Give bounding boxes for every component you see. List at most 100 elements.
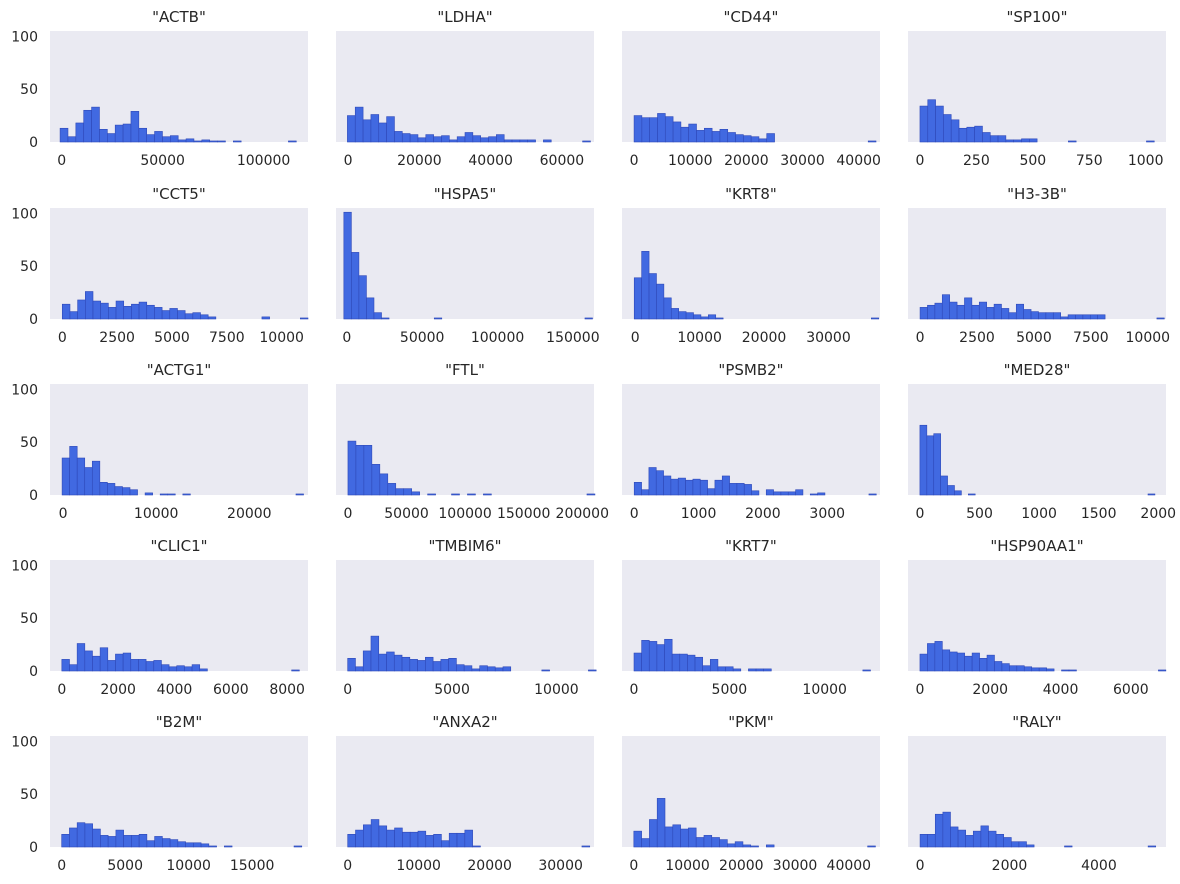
histogram-bar — [1023, 666, 1033, 672]
histogram-bar — [184, 313, 194, 320]
x-tick-label: 8000 — [269, 682, 305, 698]
histogram-bar — [584, 317, 593, 320]
x-tick-label: 2000 — [745, 506, 781, 522]
histogram-bar — [351, 252, 360, 320]
histogram-panel: "CCT5" 0 2500 5000 7500 10000 0 50 100 — [11, 185, 309, 346]
histogram-bar — [409, 659, 418, 672]
x-tick-label: 7500 — [209, 330, 245, 346]
histogram-panel: "RALY" 0 2000 4000 — [908, 713, 1166, 874]
histogram-bar — [91, 460, 101, 496]
histogram-bar — [61, 303, 71, 320]
histogram-bar — [680, 126, 690, 143]
histogram-panel: "H3-3B" 0 2500 5000 7500 10000 — [908, 185, 1170, 346]
x-tick-label: 2500 — [99, 330, 135, 346]
histogram-bar — [154, 836, 163, 848]
histogram-bar — [677, 477, 686, 496]
histogram-bar — [751, 490, 760, 496]
histogram-bar — [1147, 845, 1157, 848]
histogram-bar — [765, 489, 774, 496]
histogram-bar — [67, 136, 77, 143]
histogram-bar — [488, 136, 497, 143]
histogram-bar — [958, 127, 968, 143]
y-tick-label: 50 — [20, 611, 38, 627]
x-tick-label: 20000 — [719, 858, 764, 874]
histogram-bar — [664, 638, 673, 672]
histogram-bar — [685, 312, 694, 320]
y-tick-label: 0 — [29, 664, 38, 680]
histogram-bar — [867, 845, 876, 848]
x-tick-label: 0 — [916, 858, 925, 874]
histogram-bar — [672, 824, 681, 848]
histogram-bar — [657, 113, 666, 143]
panel-title: "HSPA5" — [434, 185, 497, 203]
histogram-bar — [138, 301, 148, 320]
histogram-bar — [934, 813, 944, 848]
histogram-bar — [964, 297, 973, 320]
x-tick-label: 1000 — [1021, 506, 1057, 522]
histogram-bar — [409, 134, 419, 143]
histogram-bar — [115, 300, 125, 320]
histogram-bar — [69, 446, 78, 496]
histogram-bar — [708, 314, 717, 320]
histogram-bar — [766, 844, 775, 848]
y-tick-label: 50 — [20, 259, 38, 275]
histogram-bar — [449, 139, 458, 143]
histogram-bar — [107, 660, 116, 672]
histogram-bar — [300, 317, 309, 320]
panel-title: "CD44" — [724, 8, 779, 26]
panel-title: "TMBIM6" — [428, 537, 501, 555]
histogram-bar — [780, 491, 789, 496]
histogram-bar — [154, 307, 163, 320]
histogram-bar — [114, 124, 124, 143]
histogram-bar — [370, 114, 380, 143]
histogram-bar — [76, 457, 86, 496]
x-tick-label: 5000 — [107, 858, 143, 874]
x-tick-label: 0 — [343, 506, 352, 522]
histogram-bar — [146, 840, 155, 848]
panel-title: "CLIC1" — [150, 537, 207, 555]
histogram-bar — [732, 668, 742, 672]
histogram-bar — [425, 656, 434, 672]
histogram-bar — [994, 661, 1003, 672]
histogram-bar — [1052, 312, 1061, 320]
histogram-bar — [208, 845, 217, 848]
histogram-bar — [1146, 140, 1155, 143]
histogram-bar — [1038, 667, 1047, 672]
histogram-bar — [378, 122, 387, 143]
histogram-bar — [84, 467, 93, 496]
histogram-bar — [935, 105, 944, 143]
x-tick-label: 100000 — [471, 330, 524, 346]
histogram-bar — [467, 493, 476, 496]
histogram-bar — [363, 445, 373, 496]
histogram-bar — [209, 140, 218, 143]
histogram-bar — [494, 667, 504, 672]
histogram-bar — [1018, 841, 1027, 848]
histogram-bar — [61, 457, 70, 496]
histogram-bar — [448, 658, 457, 672]
histogram-bar — [159, 493, 169, 496]
histogram-bar — [201, 139, 210, 143]
histogram-bar — [395, 488, 405, 496]
histogram-bar — [496, 134, 505, 143]
histogram-bar — [766, 133, 775, 143]
histogram-panel: "KRT8" 0 10000 20000 30000 — [622, 185, 880, 346]
x-tick-label: 4000 — [1081, 858, 1117, 874]
histogram-bar — [1026, 844, 1035, 848]
x-tick-label: 10000 — [677, 330, 722, 346]
histogram-bar — [862, 669, 871, 672]
panel-title: "FTL" — [445, 361, 485, 379]
histogram-bar — [503, 139, 513, 143]
histogram-bar — [92, 655, 101, 672]
x-tick-label: 0 — [630, 153, 639, 169]
histogram-bar — [773, 491, 782, 496]
x-tick-label: 10000 — [802, 682, 847, 698]
histogram-bar — [719, 839, 728, 848]
histogram-bar — [695, 837, 705, 848]
histogram-bar — [154, 131, 163, 143]
histogram-panel: "KRT7" 0 5000 10000 — [622, 537, 880, 698]
x-tick-label: 40000 — [836, 153, 881, 169]
histogram-bar — [678, 311, 687, 320]
histogram-panel: "HSP90AA1" 0 2000 4000 6000 — [908, 537, 1167, 698]
histogram-bar — [479, 665, 488, 672]
